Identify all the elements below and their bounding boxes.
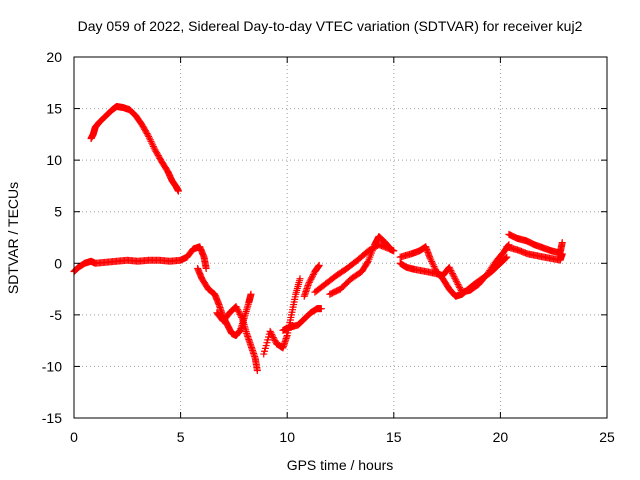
series-arc-midday-b <box>311 241 398 296</box>
data-point-marker <box>236 310 244 318</box>
data-point-marker <box>147 137 155 145</box>
data-point-marker <box>450 273 458 281</box>
x-tick-label: 10 <box>279 429 295 445</box>
data-point-marker <box>429 261 437 269</box>
data-point-marker <box>390 247 398 255</box>
data-point-marker <box>454 280 462 288</box>
data-point-marker <box>235 309 243 317</box>
data-point-marker <box>232 303 240 311</box>
y-tick-label: 5 <box>54 204 62 220</box>
data-point-marker <box>253 367 261 375</box>
data-point-marker <box>456 284 464 292</box>
data-point-marker <box>144 131 152 139</box>
data-point-marker <box>174 187 182 195</box>
axis-ticks: 0 5 10 15 20 25 -15 -10 -5 0 5 10 15 20 <box>42 49 615 445</box>
data-point-marker <box>558 250 566 258</box>
y-tick-label: 0 <box>54 255 62 271</box>
data-point-marker <box>202 264 210 272</box>
data-point-marker <box>145 132 153 140</box>
series-arc-early-high <box>87 103 182 195</box>
data-point-marker <box>317 305 325 313</box>
data-point-marker <box>269 332 277 340</box>
data-point-marker <box>150 144 158 152</box>
data-point-marker <box>452 276 460 284</box>
data-point-marker <box>449 271 457 279</box>
data-point-marker <box>145 134 153 142</box>
series-arc-evening-b <box>503 243 566 264</box>
data-point-marker <box>428 259 436 267</box>
data-point-marker <box>306 277 314 285</box>
series-arc-low-0-6h <box>70 243 210 276</box>
data-point-marker <box>501 255 509 263</box>
data-point-marker <box>233 304 241 312</box>
data-point-marker <box>309 272 317 280</box>
data-point-marker <box>503 253 511 261</box>
data-point-marker <box>430 263 438 271</box>
data-point-marker <box>363 259 371 267</box>
data-point-marker <box>315 261 323 269</box>
y-tick-label: -15 <box>42 410 62 426</box>
data-point-marker <box>426 254 434 262</box>
data-point-marker <box>234 306 242 314</box>
data-point-marker <box>309 271 317 279</box>
series-arc-midday-c <box>326 232 394 298</box>
data-point-marker <box>234 307 242 315</box>
data-point-marker <box>305 278 313 286</box>
data-point-marker <box>453 279 461 287</box>
data-point-marker <box>558 239 566 247</box>
series-arc-rise-a <box>260 275 304 358</box>
data-point-marker <box>386 244 394 252</box>
data-point-marker <box>502 254 510 262</box>
data-point-marker <box>307 275 315 283</box>
series-arc-midday-a <box>300 261 323 300</box>
series-arc-afternoon-b <box>396 241 513 296</box>
y-tick-label: 20 <box>46 49 62 65</box>
y-tick-label: -10 <box>42 358 62 374</box>
plot-frame <box>73 56 608 419</box>
data-point-marker <box>451 274 459 282</box>
data-point-marker <box>238 313 246 321</box>
data-point-marker <box>427 256 435 264</box>
data-point-marker <box>247 290 255 298</box>
x-tick-label: 5 <box>177 429 185 445</box>
data-point-marker <box>149 142 157 150</box>
data-point-marker <box>266 327 274 335</box>
data-point-marker <box>447 267 455 275</box>
y-tick-label: -5 <box>50 307 63 323</box>
chart-title: Day 059 of 2022, Sidereal Day-to-day VTE… <box>78 18 583 34</box>
data-point-marker <box>271 337 279 345</box>
x-tick-label: 20 <box>493 429 509 445</box>
x-tick-label: 0 <box>70 429 78 445</box>
data-point-marker <box>448 270 456 278</box>
data-point-marker <box>448 268 456 276</box>
y-tick-label: 10 <box>46 152 62 168</box>
data-point-marker <box>146 136 154 144</box>
y-axis-label: SDTVAR / TECUs <box>5 182 21 294</box>
x-tick-label: 25 <box>599 429 615 445</box>
grid-lines <box>74 57 607 418</box>
data-point-marker <box>237 312 245 320</box>
data-point-marker <box>455 282 463 290</box>
x-axis-label: GPS time / hours <box>287 457 394 473</box>
x-tick-label: 15 <box>386 429 402 445</box>
data-point-marker <box>148 139 156 147</box>
data-point-marker <box>270 335 278 343</box>
data-point-marker <box>268 330 276 338</box>
data-point-marker <box>269 334 277 342</box>
series-arc-morning-dip-b <box>213 303 261 375</box>
series-arc-rise-b <box>279 305 325 334</box>
data-point-marker <box>445 263 453 271</box>
data-point-marker <box>428 257 436 265</box>
data-point-marker <box>308 274 316 282</box>
data-point-marker <box>446 265 454 273</box>
data-point-marker <box>267 329 275 337</box>
data-point-marker <box>296 275 304 283</box>
y-tick-label: 15 <box>46 101 62 117</box>
plot-markers <box>70 103 566 375</box>
data-point-marker <box>452 277 460 285</box>
data-point-marker <box>305 280 313 288</box>
data-point-marker <box>149 141 157 149</box>
